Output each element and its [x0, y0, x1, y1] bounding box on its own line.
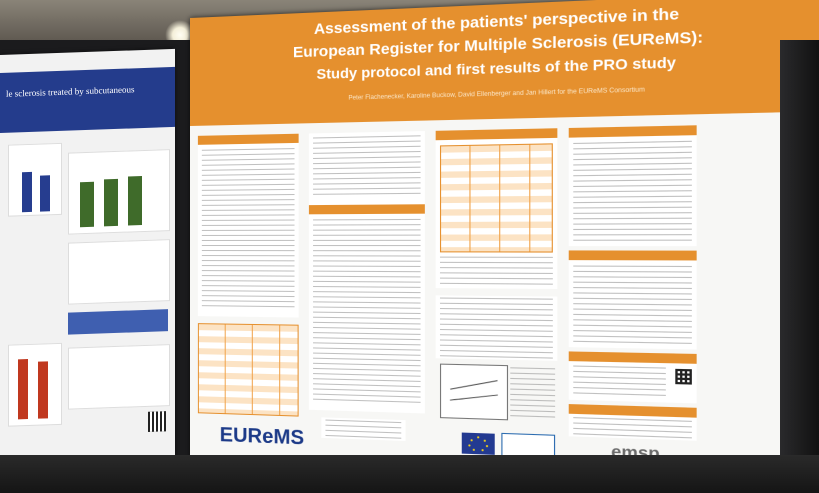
left-poster-bar: [80, 182, 94, 227]
contact-text: [325, 420, 401, 439]
section-header: [569, 125, 697, 137]
qr-code: [675, 369, 692, 385]
section-header: [569, 351, 697, 363]
section-header: [309, 204, 425, 214]
section-table: [198, 323, 299, 416]
left-poster-bar: [38, 361, 48, 418]
data-table: [198, 323, 299, 416]
section-text: [440, 297, 553, 358]
left-poster-header: [0, 67, 175, 133]
eurems-logo-text: EUReMS: [220, 424, 304, 449]
section-text: [573, 417, 692, 438]
left-poster-bar: [40, 175, 50, 211]
chart-caption: [510, 367, 555, 417]
chart-trend-line: [450, 380, 497, 389]
left-poster: le sclerosis treated by subcutaneous: [0, 49, 175, 470]
eu-star: [468, 444, 470, 446]
left-poster-panel: [68, 344, 170, 410]
section-methods: [309, 131, 425, 413]
left-poster-bar: [128, 176, 142, 225]
left-poster-panel: [8, 143, 62, 217]
eu-star: [481, 449, 483, 451]
section-text: [313, 219, 421, 407]
left-poster-bar: [104, 179, 118, 226]
section-results: [436, 128, 558, 289]
section-collaborators: [569, 250, 697, 349]
left-poster-qr-code: [148, 411, 166, 432]
section-text: [313, 135, 421, 199]
section-text: [573, 266, 692, 346]
eu-star: [473, 449, 475, 451]
left-poster-bar: [22, 172, 32, 212]
section-header: [436, 128, 558, 140]
section-text: [573, 141, 692, 242]
section-background: [198, 134, 299, 318]
section-header: [198, 134, 299, 145]
section-text: [202, 148, 295, 311]
left-poster-panel: [68, 239, 170, 305]
eu-star: [477, 436, 479, 438]
main-poster: Assessment of the patients' perspective …: [190, 0, 819, 493]
section-text: [440, 257, 553, 287]
eu-star: [484, 440, 486, 442]
floor: [0, 455, 819, 493]
section-text: [573, 365, 666, 400]
contact-box: [321, 417, 405, 441]
chart-trend-line: [450, 395, 498, 401]
left-poster-bar: [18, 359, 28, 419]
section-references: [569, 351, 697, 403]
section-acknowledgements: [569, 404, 697, 441]
eu-star: [486, 445, 488, 447]
eurems-logo: EUReMS: [220, 424, 304, 450]
section-header: [569, 250, 697, 260]
left-poster-band: [68, 309, 168, 334]
results-table: [440, 143, 553, 252]
eu-star: [471, 439, 473, 441]
board-edge: [780, 40, 819, 460]
results-chart: [440, 364, 508, 421]
left-poster-panel: [8, 343, 62, 427]
section-conclusions: [569, 125, 697, 246]
eu-flag-logo: [462, 433, 495, 455]
section-text-block: [436, 295, 558, 360]
